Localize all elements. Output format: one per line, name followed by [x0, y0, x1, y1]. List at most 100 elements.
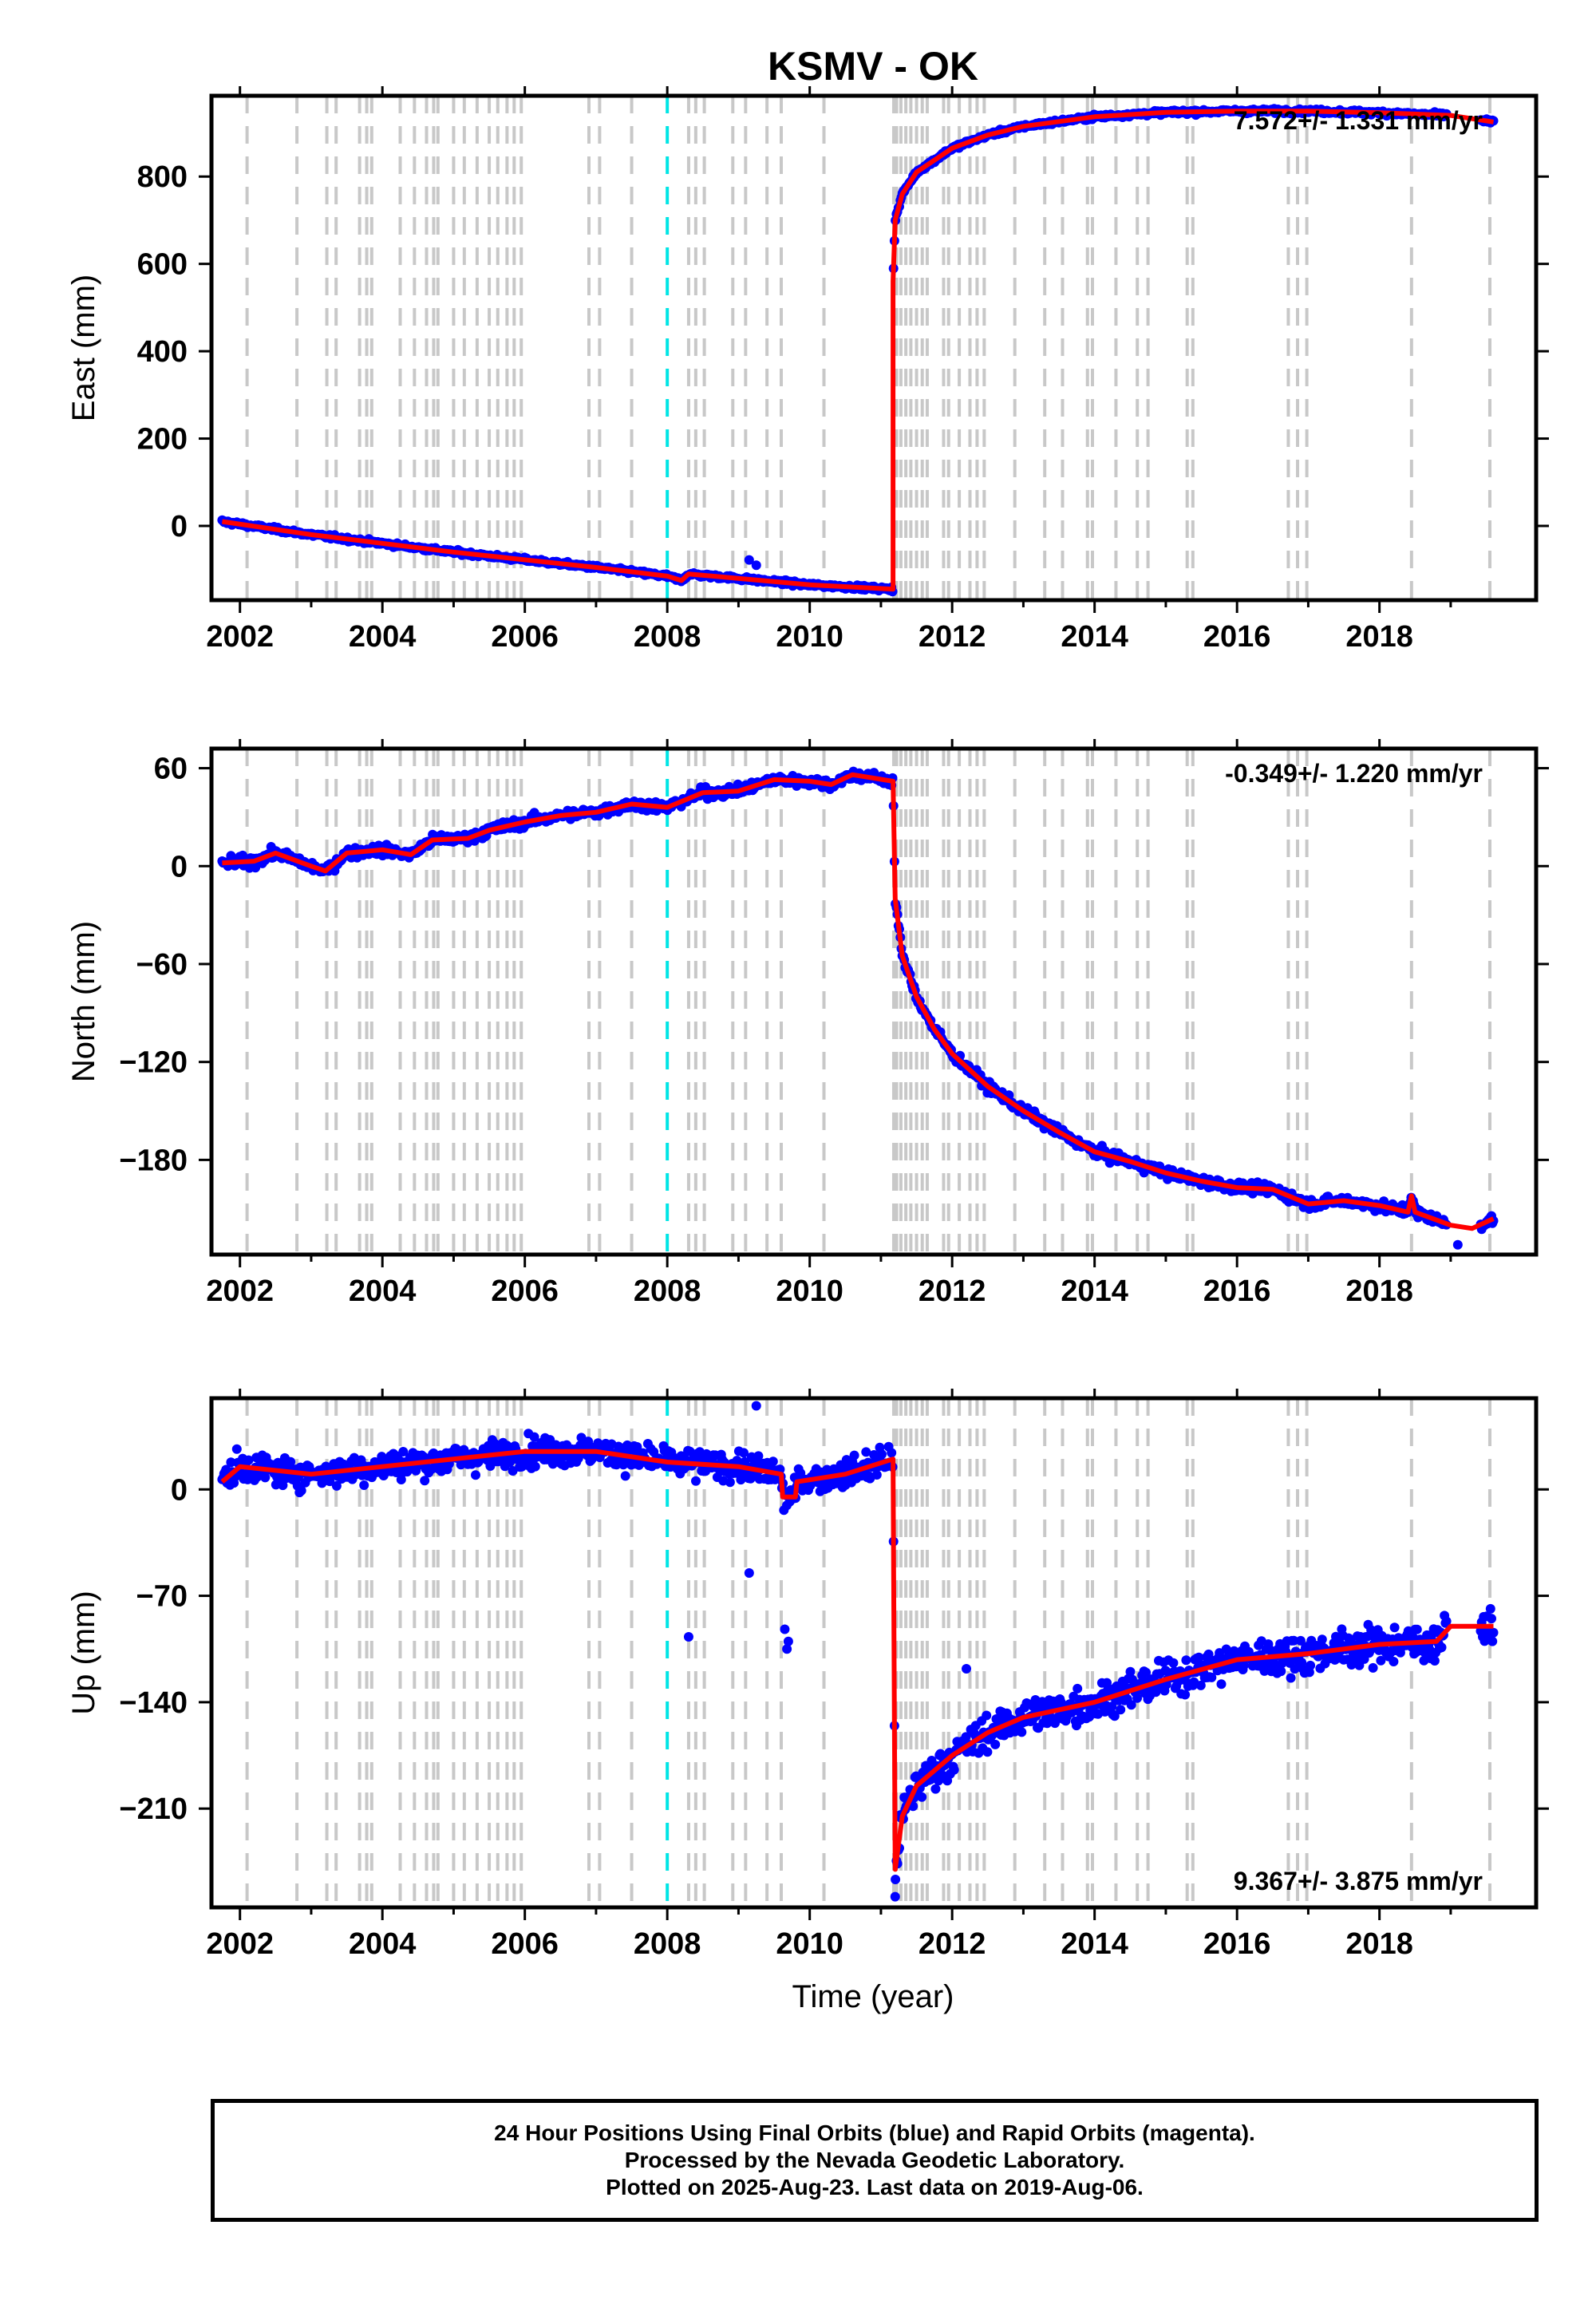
obs-point: [1125, 1666, 1136, 1677]
obs-point: [1207, 1672, 1217, 1682]
obs-point: [632, 1442, 642, 1452]
obs-point-outlier: [1452, 1239, 1463, 1250]
obs-point-outlier: [751, 560, 761, 571]
x-tick-label: 2002: [206, 1927, 274, 1961]
obs-point: [1102, 1678, 1112, 1688]
event-lines: [245, 749, 1491, 1255]
obs-point: [1389, 1657, 1399, 1666]
obs-point: [243, 1455, 254, 1465]
footer-line-dates: Plotted on 2025-Aug-23. Last data on 201…: [606, 2175, 1144, 2199]
footer-line-processor: Processed by the Nevada Geodetic Laborat…: [624, 2148, 1125, 2172]
obs-point: [725, 1477, 735, 1488]
obs-point: [739, 1448, 749, 1458]
obs-point: [620, 1471, 630, 1481]
x-tick-label: 2006: [491, 1927, 559, 1961]
y-tick-label: 600: [137, 248, 188, 282]
obs-point: [1073, 1683, 1083, 1694]
obs-point: [887, 1448, 897, 1458]
obs-point: [529, 1432, 539, 1442]
panel-east: 2002 2004 2006 2008 2010 2012 2014 2016 2018 0 200…: [66, 86, 1549, 654]
x-tick-label: 2008: [634, 1275, 701, 1308]
x-tick-label: 2010: [776, 1275, 843, 1308]
obs-point: [1441, 1616, 1452, 1626]
x-tick-label: 2016: [1203, 1275, 1271, 1308]
obs-point: [1138, 1675, 1148, 1686]
obs-point: [1194, 1652, 1204, 1662]
obs-point-outlier: [962, 1663, 972, 1674]
obs-point: [1289, 1635, 1299, 1646]
obs-point: [982, 1710, 992, 1721]
x-tick-label: 2016: [1203, 1927, 1271, 1961]
obs-point: [331, 1480, 342, 1491]
obs-point: [1238, 1660, 1249, 1670]
chart-title: KSMV - OK: [768, 44, 978, 89]
obs-point: [891, 1875, 901, 1884]
x-tick-label: 2012: [918, 1927, 986, 1961]
model-fit-up: [220, 1448, 1494, 1872]
x-tick-label: 2002: [206, 620, 274, 654]
x-tick-label: 2010: [776, 620, 843, 654]
obs-point-outlier: [782, 1644, 792, 1654]
obs-point: [1109, 1711, 1120, 1721]
obs-point: [691, 1476, 701, 1486]
obs-point-outlier: [890, 1891, 900, 1902]
x-tick-label: 2008: [634, 620, 701, 654]
x-tick-label: 2006: [491, 620, 559, 654]
y-tick-label: 0: [171, 850, 188, 883]
obs-point: [530, 1461, 540, 1472]
obs-point-outlier: [683, 1632, 693, 1642]
y-tick-label: 0: [171, 510, 188, 543]
obs-point: [1368, 1662, 1378, 1673]
x-tick-label: 2014: [1061, 620, 1128, 654]
rate-label: 9.367+/- 3.875 mm/yr: [1234, 1867, 1483, 1895]
obs-point: [917, 1792, 927, 1802]
obs-point: [1151, 1687, 1161, 1697]
footer-line-orbits: 24 Hour Positions Using Final Orbits (bl…: [494, 2120, 1255, 2145]
obs-point: [398, 1447, 409, 1456]
y-tick-label: 60: [154, 753, 188, 786]
obs-point: [1141, 1667, 1152, 1678]
obs-point: [1168, 1658, 1179, 1668]
obs-point: [871, 1470, 882, 1480]
obs-point-outlier: [744, 555, 754, 565]
x-axis-label: Time (year): [792, 1979, 954, 2014]
x-tick-label: 2012: [918, 620, 986, 654]
obs-point: [278, 1480, 288, 1491]
obs-point-outlier: [783, 1636, 793, 1646]
rate-label: -0.349+/- 1.220 mm/yr: [1225, 759, 1483, 788]
obs-point: [296, 1485, 306, 1496]
obs-point: [1487, 1636, 1498, 1646]
obs-point-outlier: [780, 1624, 790, 1634]
x-tick-label: 2016: [1203, 620, 1271, 654]
y-tick-label: 400: [137, 335, 188, 369]
obs-point: [1317, 1634, 1327, 1645]
y-axis-label: East (mm): [66, 275, 101, 421]
obs-point: [1116, 1705, 1126, 1715]
obs-point: [1306, 1660, 1316, 1670]
obs-point: [226, 1457, 236, 1468]
obs-point: [1485, 1603, 1495, 1614]
obs-point: [990, 1739, 1001, 1749]
x-tick-label: 2002: [206, 1275, 274, 1308]
obs-point: [1376, 1655, 1386, 1666]
event-lines: [245, 96, 1491, 600]
event-lines: [245, 1398, 1491, 1907]
y-tick-label: −120: [119, 1046, 188, 1080]
y-tick-label: −60: [136, 948, 188, 982]
model-fit-east: [221, 109, 1494, 592]
obs-point: [573, 1453, 583, 1464]
obs-point: [1181, 1655, 1191, 1666]
obs-point: [1276, 1666, 1286, 1677]
obs-point: [420, 1476, 430, 1486]
obs-point: [1429, 1656, 1440, 1666]
plot-frame: [209, 746, 1539, 1257]
y-tick-label: −210: [119, 1792, 188, 1826]
y-tick-label: 0: [171, 1473, 188, 1507]
y-axis-label: Up (mm): [66, 1591, 101, 1715]
obs-point: [961, 1732, 971, 1742]
obs-point: [649, 1447, 659, 1457]
y-tick-label: 800: [137, 160, 188, 194]
obs-point: [260, 1472, 271, 1483]
x-tick-label: 2004: [349, 1275, 417, 1308]
